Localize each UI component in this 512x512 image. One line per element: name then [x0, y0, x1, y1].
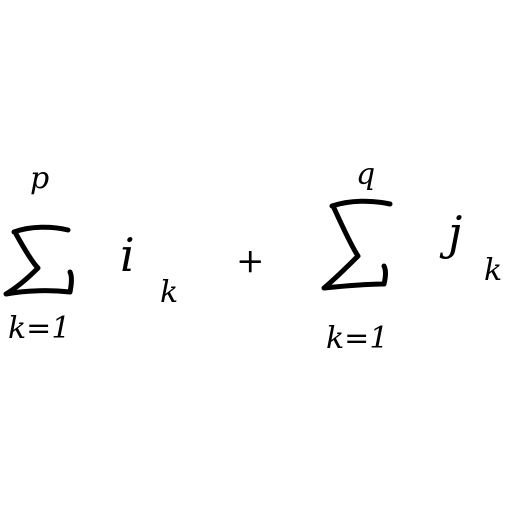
lower-limit-2: k=1: [326, 321, 389, 356]
summand-2: j: [448, 206, 463, 260]
subscript-1: k: [160, 275, 179, 310]
upper-limit-1: p: [30, 161, 50, 196]
lower-limit-1: k=1: [8, 311, 71, 346]
upper-limit-2: q: [356, 157, 376, 192]
sigma-symbol-2: [321, 198, 393, 291]
subscript-2: k: [484, 253, 503, 288]
plus-sign: +: [236, 241, 265, 281]
sigma-symbol-1: [3, 224, 74, 297]
summand-1: i: [120, 228, 135, 282]
